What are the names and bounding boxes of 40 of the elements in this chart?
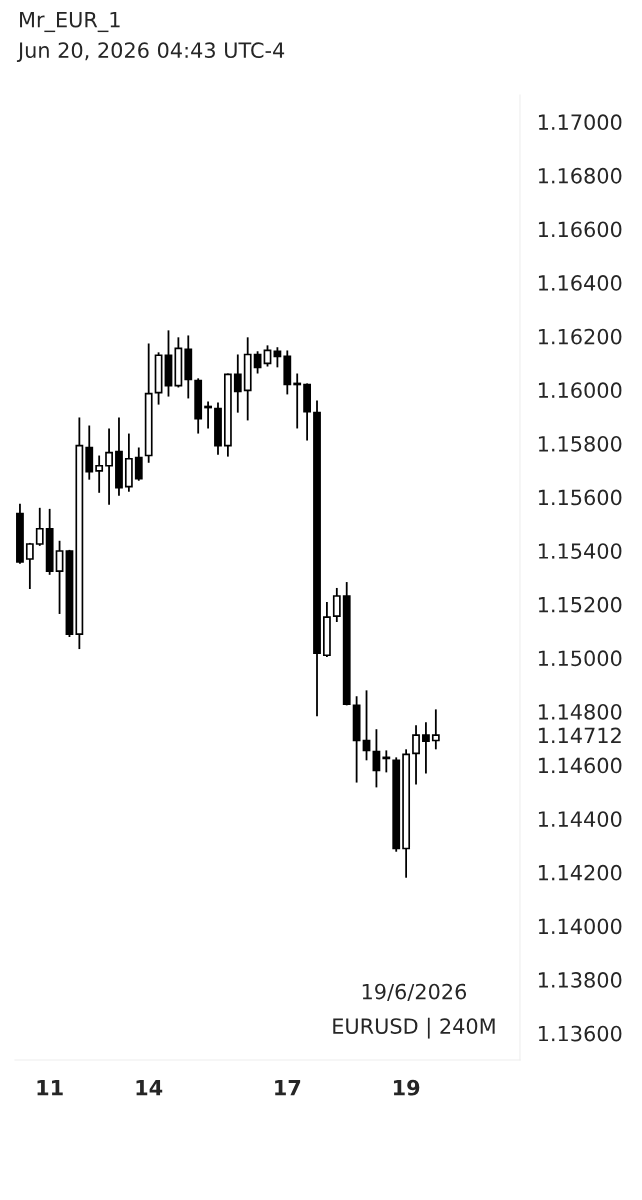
y-tick-label: 1.16200 bbox=[538, 328, 622, 345]
candlestick bbox=[25, 542, 34, 590]
candlestick bbox=[332, 587, 341, 623]
candlestick bbox=[431, 708, 440, 751]
y-tick-label: 1.14712 bbox=[538, 727, 621, 744]
annotation: 19/6/2026 bbox=[362, 983, 467, 1002]
y-tick-label: 1.14600 bbox=[538, 757, 622, 774]
y-tick-label: 1.16600 bbox=[538, 221, 622, 238]
candlestick bbox=[253, 350, 262, 375]
y-tick-label: 1.16400 bbox=[538, 275, 622, 291]
candlestick bbox=[95, 454, 104, 494]
y-tick-label: 1.15000 bbox=[538, 650, 622, 667]
y-tick-label: 1.14200 bbox=[538, 864, 622, 881]
y-tick-label: 1.16800 bbox=[538, 167, 622, 184]
y-tick-label: 1.15200 bbox=[538, 596, 622, 613]
y-tick-label: 1.14000 bbox=[538, 918, 622, 935]
x-tick-label: 17 bbox=[275, 1080, 301, 1096]
chart-subtitle: Jun 20, 2026 04:43 UTC-4 bbox=[16, 42, 285, 62]
y-tick-label: 1.13800 bbox=[538, 972, 622, 988]
y-tick-label: 1.15800 bbox=[538, 435, 622, 452]
y-tick-label: 1.15400 bbox=[538, 543, 622, 559]
x-tick-label: 19 bbox=[393, 1079, 420, 1096]
annotation: EURUSD | 240M bbox=[333, 1017, 495, 1039]
y-tick-label: 1.14400 bbox=[538, 811, 622, 827]
y-tick-label: 1.17000 bbox=[538, 114, 622, 131]
candlestick bbox=[134, 446, 143, 482]
chart-title: Mr_EUR_1 bbox=[20, 11, 120, 33]
candlestick bbox=[422, 721, 430, 775]
x-tick-label: 11 bbox=[37, 1080, 63, 1096]
candlestick bbox=[105, 427, 113, 506]
candlestick bbox=[273, 346, 282, 369]
y-tick-label: 1.14800 bbox=[538, 703, 622, 720]
y-tick-label: 1.13600 bbox=[538, 1025, 622, 1042]
x-tick-label: 14 bbox=[136, 1080, 163, 1096]
candlestick bbox=[35, 506, 44, 547]
candlestick bbox=[233, 353, 242, 414]
y-tick-label: 1.15600 bbox=[538, 489, 622, 506]
candlestick bbox=[55, 539, 64, 615]
candlestick bbox=[412, 724, 420, 786]
y-tick-label: 1.16000 bbox=[538, 382, 622, 399]
